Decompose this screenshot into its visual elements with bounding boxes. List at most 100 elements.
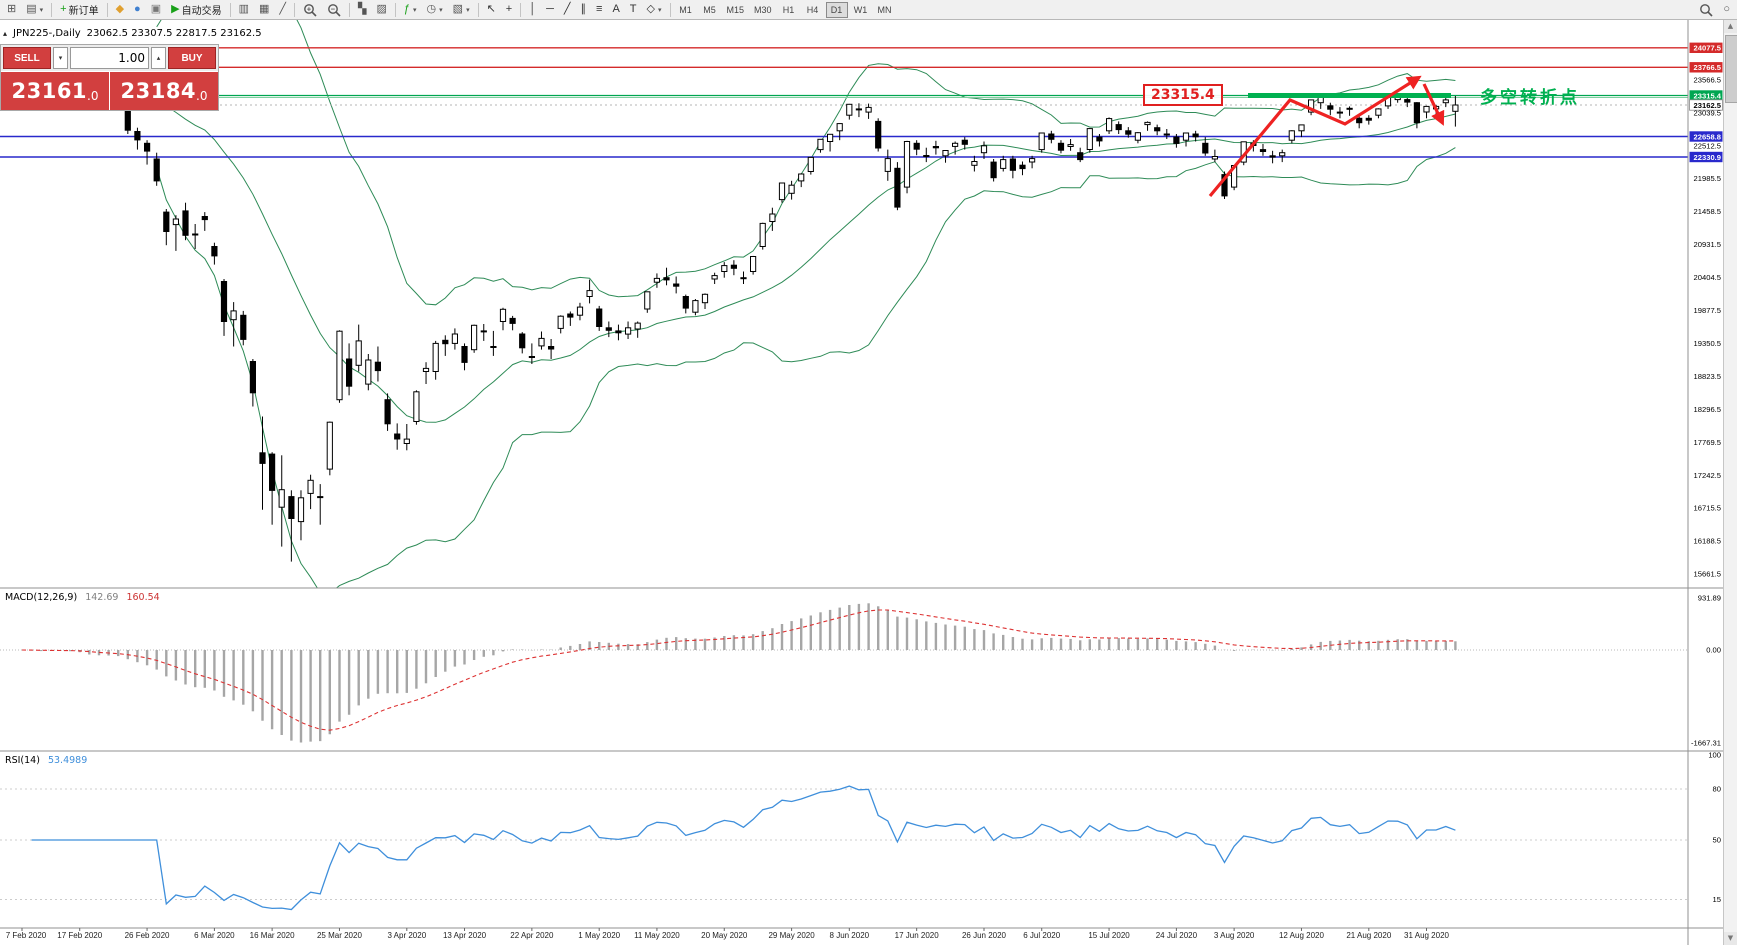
svg-text:22330.9: 22330.9	[1694, 153, 1721, 162]
new-chart-icon[interactable]: ⊞	[3, 1, 20, 19]
text-icon-glyph: A	[612, 4, 619, 15]
line-chart-icon-glyph: ╱	[279, 4, 286, 15]
timeframe-m5-button[interactable]: M5	[699, 2, 721, 18]
timeframe-h4-button[interactable]: H4	[802, 2, 824, 18]
trendline-icon[interactable]: ╱	[560, 1, 575, 19]
svg-text:20 May 2020: 20 May 2020	[701, 931, 748, 940]
svg-text:31 Aug 2020: 31 Aug 2020	[1404, 931, 1449, 940]
text-icon[interactable]: A	[608, 1, 623, 19]
bar-chart-icon[interactable]: ▥	[235, 1, 253, 19]
vertical-line-icon[interactable]: │	[525, 1, 540, 19]
sell-price-display[interactable]: 23161 .0	[1, 71, 109, 110]
chart-profiles-icon[interactable]: ▤▾	[22, 1, 47, 19]
svg-text:21985.5: 21985.5	[1694, 174, 1721, 183]
timeframe-w1-button[interactable]: W1	[850, 2, 872, 18]
periods-icon[interactable]: ◷▾	[423, 1, 447, 19]
horizontal-line-icon[interactable]: ─	[542, 1, 558, 19]
candlestick-chart-icon-glyph: ▦	[259, 4, 269, 15]
crosshair-icon-glyph: +	[506, 4, 512, 15]
metaeditor-icon-glyph: ◆	[116, 4, 124, 15]
timeframe-m15-button[interactable]: M15	[723, 2, 749, 18]
timeframe-mn-button[interactable]: MN	[874, 2, 896, 18]
one-click-trading-panel: SELL ▾ ▴ BUY 23161 .0 23184 .0	[0, 44, 219, 111]
svg-text:26 Feb 2020: 26 Feb 2020	[125, 931, 170, 940]
chart-area: 23566.523039.522512.521985.521458.520931…	[0, 20, 1737, 945]
help-icon[interactable]: ○	[1719, 1, 1734, 19]
vertical-scrollbar[interactable]: ▲ ▼	[1723, 20, 1737, 945]
chevron-down-icon: ▾	[466, 6, 470, 14]
svg-text:13 Apr 2020: 13 Apr 2020	[443, 931, 487, 940]
toolbar-separator	[395, 3, 396, 17]
svg-text:12 Aug 2020: 12 Aug 2020	[1279, 931, 1324, 940]
candlestick-chart-icon[interactable]: ▦	[255, 1, 273, 19]
scroll-down-icon[interactable]: ▼	[1724, 932, 1737, 945]
timeframe-h1-button[interactable]: H1	[778, 2, 800, 18]
volume-up-stepper[interactable]: ▴	[151, 47, 166, 69]
market-watch-icon[interactable]: ●	[130, 1, 145, 19]
macd-main-value: 142.69	[85, 592, 118, 603]
crosshair-icon[interactable]: +	[502, 1, 516, 19]
metaeditor-icon[interactable]: ◆	[112, 1, 128, 19]
timeframe-d1-button[interactable]: D1	[826, 2, 848, 18]
terminal-icon[interactable]: ▣	[147, 1, 165, 19]
rsi-label: RSI(14)	[5, 755, 40, 766]
periods-icon-glyph: ◷	[427, 4, 437, 15]
svg-text:3 Aug 2020: 3 Aug 2020	[1214, 931, 1255, 940]
symbol-title: JPN225-,Daily	[13, 28, 81, 39]
annotation-note-text[interactable]: 多空转折点	[1480, 83, 1580, 108]
svg-text:50: 50	[1713, 836, 1721, 845]
label-icon-glyph: T	[630, 4, 637, 15]
chart-symbol-header: ▴ JPN225-,Daily 23062.5 23307.5 22817.5 …	[3, 28, 262, 39]
trade-panel-controls: SELL ▾ ▴ BUY	[1, 45, 218, 71]
volume-input[interactable]	[70, 47, 149, 69]
svg-text:24 Jul 2020: 24 Jul 2020	[1156, 931, 1198, 940]
shapes-icon[interactable]: ◇▾	[643, 1, 666, 19]
tile-windows-icon-glyph: ▚	[358, 4, 366, 15]
svg-text:11 May 2020: 11 May 2020	[634, 931, 680, 940]
buy-button[interactable]: BUY	[168, 47, 216, 69]
tile-windows-icon[interactable]: ▚	[354, 1, 370, 19]
zoom-in-icon[interactable]: +	[299, 1, 321, 19]
sell-price-frac: .0	[87, 89, 98, 103]
channel-icon[interactable]: ∥	[577, 1, 591, 19]
svg-text:15: 15	[1713, 895, 1721, 904]
shapes-icon-glyph: ◇	[647, 4, 655, 15]
svg-text:19350.5: 19350.5	[1694, 339, 1721, 348]
annotation-price-label[interactable]: 23315.4	[1143, 84, 1223, 106]
vertical-line-icon-glyph: │	[529, 4, 536, 15]
chevron-down-icon: ▾	[413, 6, 417, 14]
channel-icon-glyph: ∥	[581, 4, 587, 15]
new-order-button[interactable]: +新订单	[56, 1, 102, 19]
svg-text:16 Mar 2020: 16 Mar 2020	[250, 931, 295, 940]
timeframe-m30-button[interactable]: M30	[750, 2, 776, 18]
svg-text:1 May 2020: 1 May 2020	[578, 931, 620, 940]
chart-canvas[interactable]: 23566.523039.522512.521985.521458.520931…	[0, 20, 1737, 945]
svg-text:26 Jun 2020: 26 Jun 2020	[962, 931, 1007, 940]
svg-text:7 Feb 2020: 7 Feb 2020	[6, 931, 47, 940]
scroll-up-icon[interactable]: ▲	[1724, 20, 1737, 33]
toolbar-separator	[51, 3, 52, 17]
collapse-arrow-icon[interactable]: ▴	[3, 29, 7, 38]
line-chart-icon[interactable]: ╱	[275, 1, 290, 19]
zoom-out-icon[interactable]: −	[323, 1, 345, 19]
search-icon[interactable]	[1695, 1, 1717, 19]
svg-text:18823.5: 18823.5	[1694, 372, 1721, 381]
autotrading-button[interactable]: ▶自动交易	[167, 1, 225, 19]
timeframe-m1-button[interactable]: M1	[675, 2, 697, 18]
order-type-dropdown[interactable]: ▾	[53, 47, 68, 69]
svg-text:23162.5: 23162.5	[1694, 101, 1722, 110]
indicators-icon[interactable]: ƒ▾	[400, 1, 421, 19]
chevron-down-icon: ▾	[59, 55, 63, 62]
scrollbar-thumb[interactable]	[1725, 35, 1737, 103]
cursor-icon[interactable]: ↖	[483, 1, 500, 19]
fibonacci-icon[interactable]: ≡	[592, 1, 606, 19]
templates-icon[interactable]: ▧▾	[449, 1, 474, 19]
market-watch-icon-glyph: ●	[134, 4, 141, 15]
sell-button[interactable]: SELL	[3, 47, 51, 69]
svg-text:17242.5: 17242.5	[1694, 471, 1721, 480]
buy-price-display[interactable]: 23184 .0	[110, 71, 218, 110]
cascade-windows-icon[interactable]: ▨	[372, 1, 390, 19]
label-icon[interactable]: T	[626, 1, 641, 19]
svg-text:100: 100	[1708, 751, 1721, 760]
svg-text:18296.5: 18296.5	[1694, 405, 1721, 414]
